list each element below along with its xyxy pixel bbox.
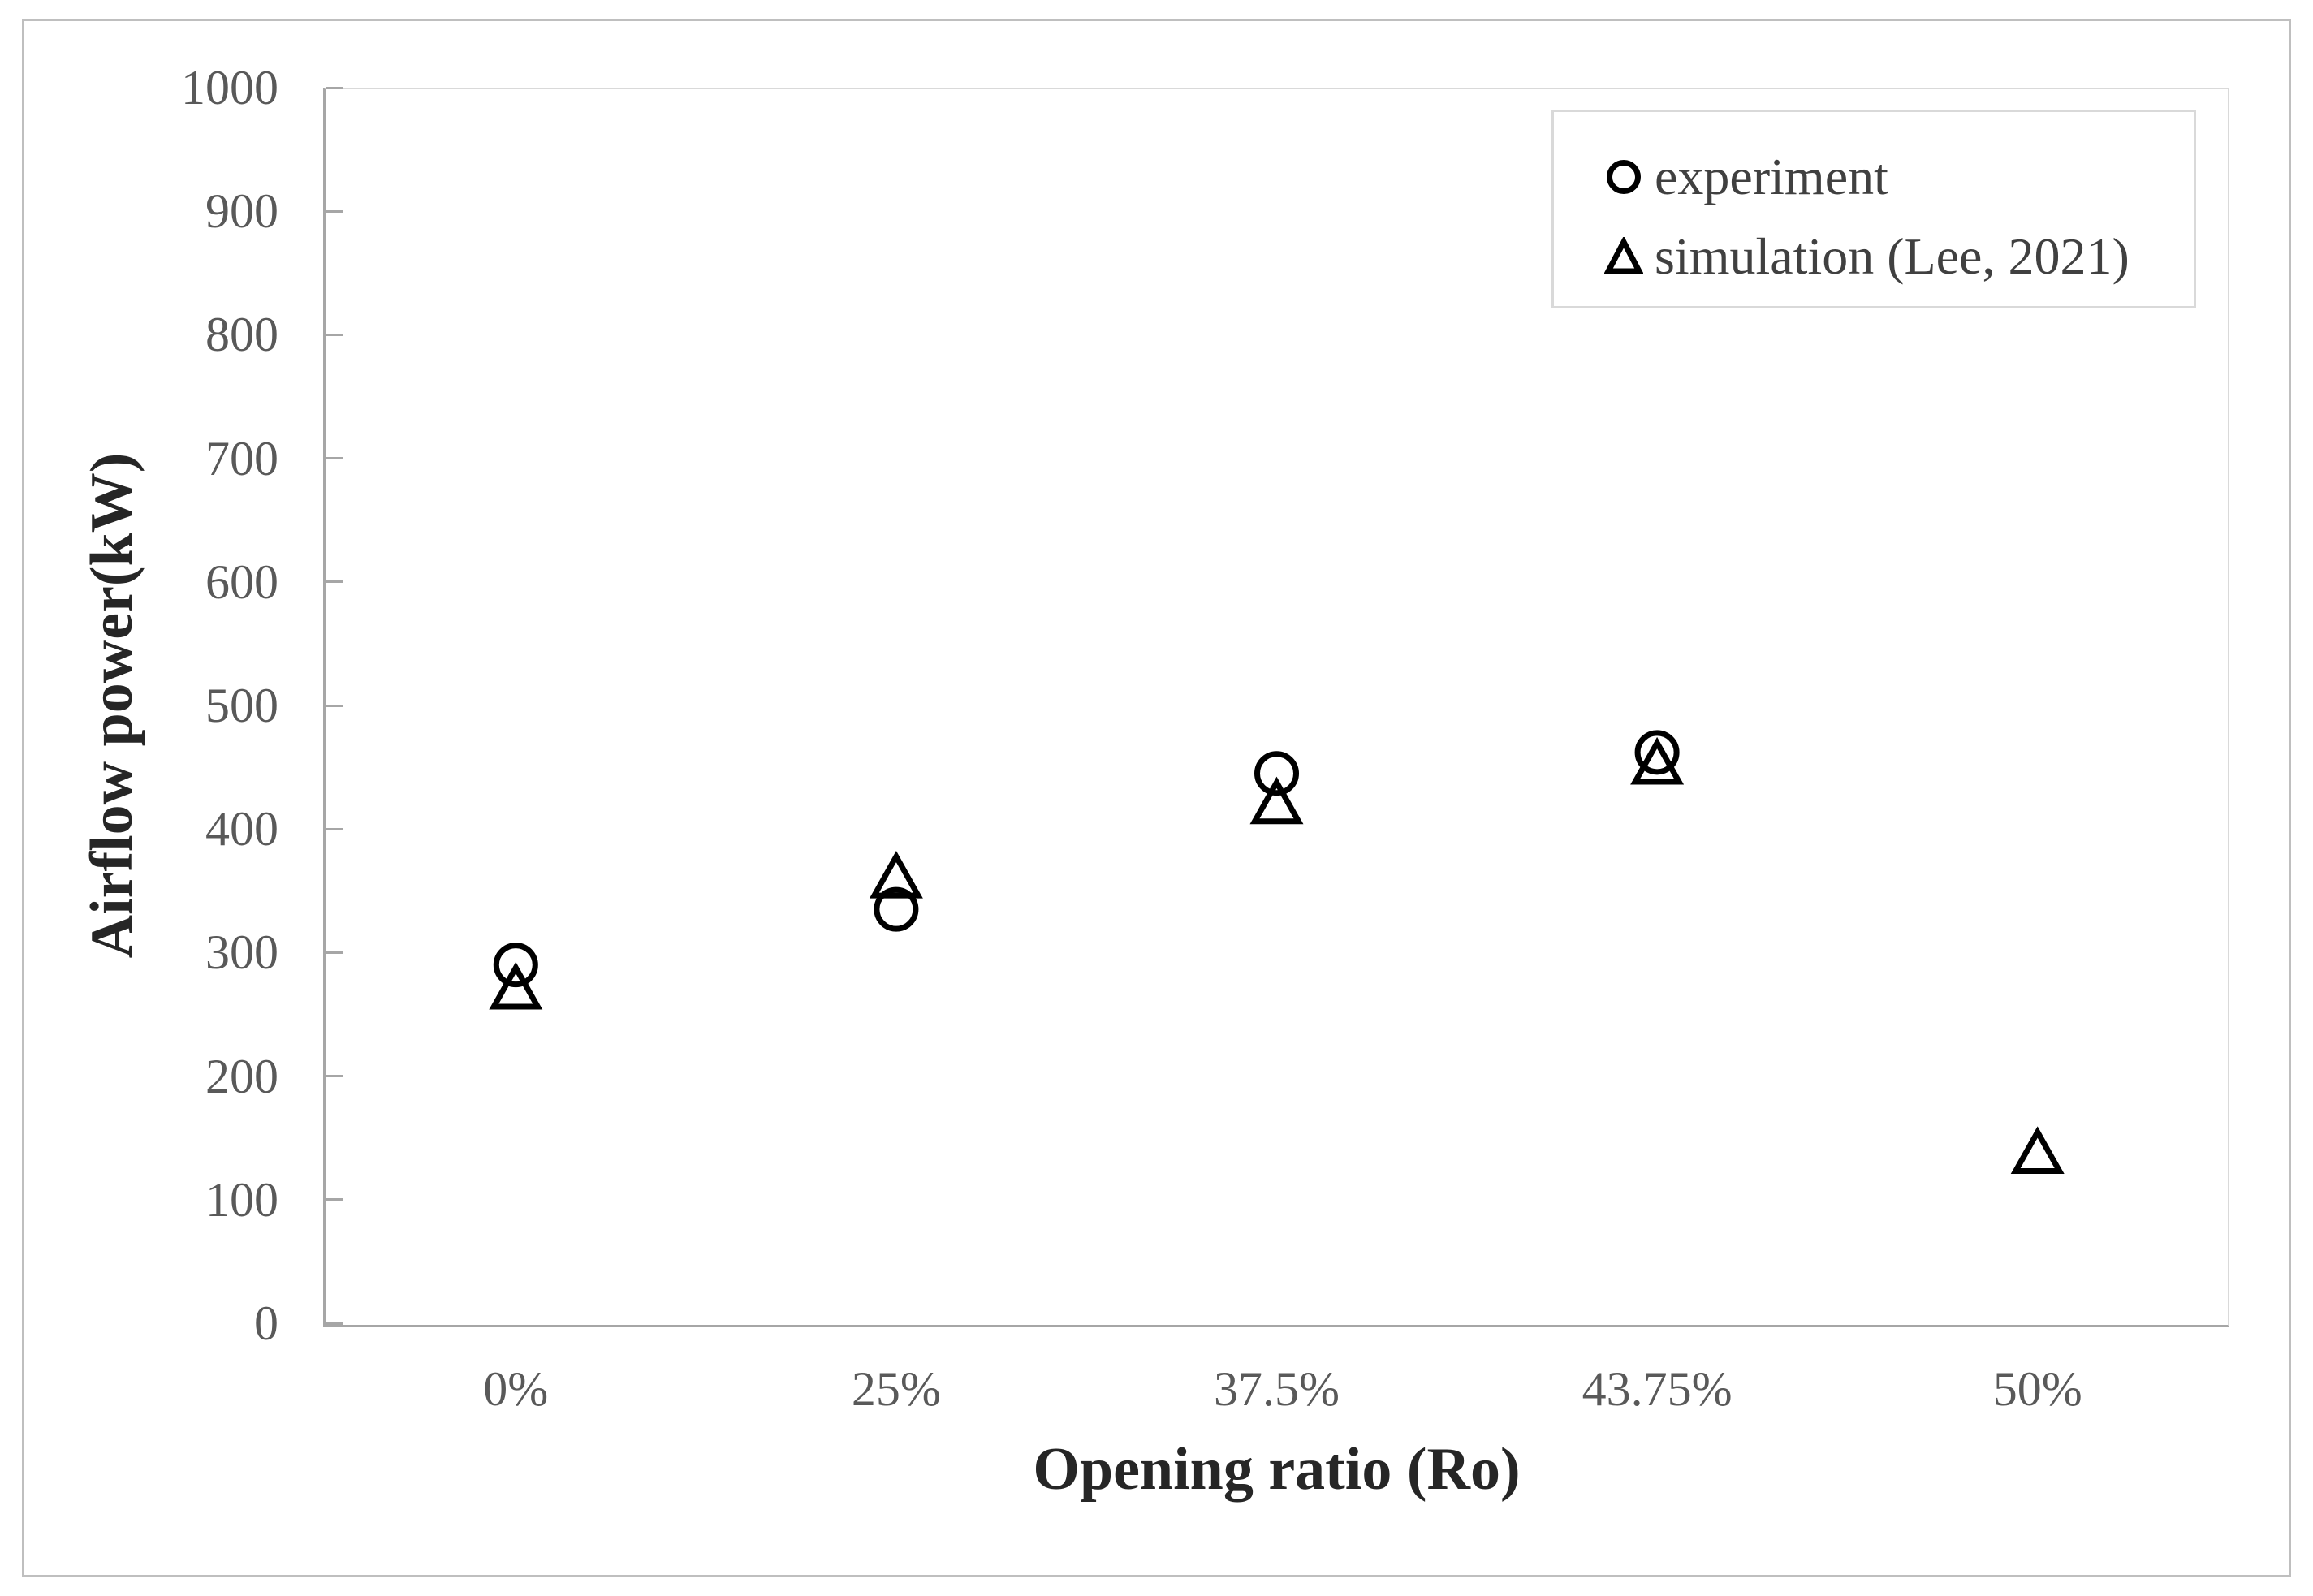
y-tick-label: 300 — [205, 925, 278, 980]
y-tick-label: 700 — [205, 431, 278, 485]
y-tick-label: 1000 — [181, 61, 278, 114]
experiment-marker — [874, 886, 919, 932]
y-tick-label: 200 — [205, 1049, 278, 1103]
legend-item-label: experiment — [1655, 148, 1888, 205]
y-tick-label: 800 — [205, 308, 278, 362]
y-tick-mark — [326, 1198, 343, 1201]
plot-markers — [489, 730, 2065, 1174]
y-tick-mark — [326, 333, 343, 336]
x-axis-title: Opening ratio (Ro) — [1033, 1436, 1521, 1503]
y-tick-mark — [326, 1322, 343, 1325]
legend: experiment simulation (Lee, 2021) — [1551, 110, 2196, 308]
simulation-marker — [1249, 776, 1304, 825]
simulation-marker — [869, 850, 923, 899]
y-tick-label: 600 — [205, 554, 278, 609]
y-tick-mark — [326, 704, 343, 707]
simulation-marker — [1630, 736, 1685, 785]
y-axis-title: Airflow power(kW) — [79, 452, 145, 959]
x-tick-label: 25% — [851, 1362, 941, 1416]
legend-item-simulation: simulation (Lee, 2021) — [1604, 227, 2194, 286]
x-tick-label: 0% — [483, 1362, 549, 1416]
y-tick-mark — [326, 209, 343, 213]
circle-marker-icon — [1607, 160, 1641, 194]
y-tick-mark — [326, 580, 343, 584]
y-tick-label: 500 — [205, 679, 278, 732]
experiment-marker — [1634, 730, 1680, 775]
simulation-marker — [2010, 1126, 2065, 1174]
y-tick-mark — [326, 827, 343, 830]
y-tick-label: 0 — [254, 1296, 278, 1350]
experiment-marker — [493, 943, 538, 988]
triangle-marker-icon — [1604, 237, 1643, 274]
y-tick-label: 900 — [205, 184, 278, 239]
y-tick-mark — [326, 951, 343, 954]
simulation-marker — [489, 961, 543, 1010]
x-tick-label: 43.75% — [1582, 1362, 1733, 1416]
x-tick-label: 37.5% — [1214, 1362, 1340, 1416]
y-tick-mark — [326, 86, 343, 89]
chart-figure: 0 100 200 300 400 500 600 700 800 900 1000 0% 25% 37… — [22, 19, 2291, 1577]
legend-item-label: simulation (Lee, 2021) — [1655, 227, 2130, 285]
y-tick-label: 400 — [205, 802, 278, 856]
y-tick-mark — [326, 457, 343, 460]
x-tick-label: 50% — [1992, 1362, 2082, 1416]
y-tick-mark — [326, 1075, 343, 1078]
legend-item-experiment: experiment — [1604, 148, 2194, 206]
y-tick-label: 100 — [205, 1172, 278, 1227]
experiment-marker — [1254, 751, 1299, 796]
